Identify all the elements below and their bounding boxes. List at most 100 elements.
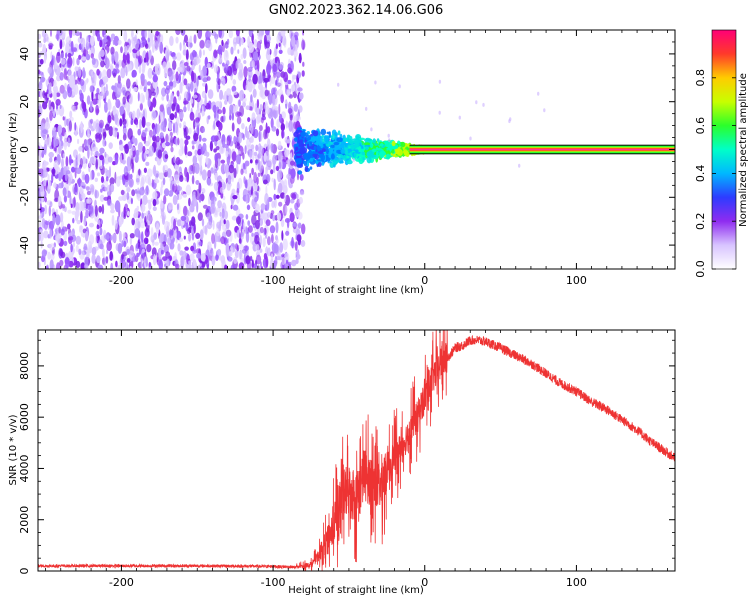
noise-speckle bbox=[288, 94, 294, 99]
noise-speckle bbox=[193, 132, 199, 142]
noise-speckle bbox=[202, 49, 205, 56]
snr-x-ticks: -200 -100 0 100 bbox=[45, 330, 668, 589]
noise-speckle bbox=[56, 51, 61, 57]
noise-speckle bbox=[39, 184, 44, 192]
noise-speckle bbox=[188, 127, 192, 135]
noise-speckle bbox=[136, 178, 140, 183]
noise-speckle bbox=[219, 186, 225, 194]
transition-mark bbox=[298, 129, 302, 133]
noise-speckle bbox=[182, 205, 188, 217]
noise-speckle bbox=[161, 95, 165, 101]
noise-speckle bbox=[76, 68, 79, 78]
noise-speckle bbox=[84, 139, 90, 151]
noise-speckle bbox=[134, 189, 138, 194]
noise-speckle bbox=[231, 112, 234, 121]
noise-speckle bbox=[155, 135, 160, 143]
transition-mark bbox=[361, 151, 366, 156]
noise-speckle bbox=[204, 94, 207, 106]
snr-series-group bbox=[38, 330, 675, 571]
noise-speckle bbox=[141, 212, 144, 220]
noise-speckle bbox=[58, 226, 61, 234]
noise-speckle bbox=[277, 151, 283, 162]
noise-speckle bbox=[79, 157, 83, 168]
transition-mark bbox=[402, 149, 408, 155]
noise-speckle bbox=[115, 63, 119, 70]
noise-speckle bbox=[72, 241, 75, 248]
noise-speckle bbox=[261, 30, 265, 36]
noise-speckle bbox=[114, 154, 119, 165]
noise-speckle bbox=[166, 93, 169, 102]
noise-speckle bbox=[73, 149, 78, 159]
noise-speckle bbox=[198, 195, 202, 203]
noise-speckle bbox=[195, 180, 200, 185]
noise-speckle bbox=[278, 161, 282, 169]
transition-mark bbox=[317, 162, 322, 167]
noise-speckle bbox=[114, 171, 117, 184]
noise-speckle bbox=[257, 172, 261, 177]
noise-speckle bbox=[259, 103, 263, 112]
noise-speckle bbox=[67, 137, 71, 148]
y-tick-label: 4000 bbox=[18, 454, 31, 482]
noise-speckle bbox=[182, 121, 187, 129]
noise-speckle bbox=[101, 69, 107, 81]
noise-speckle bbox=[109, 251, 113, 261]
transition-mark bbox=[348, 141, 355, 145]
noise-speckle bbox=[191, 216, 196, 227]
noise-speckle bbox=[218, 54, 223, 63]
noise-speckle bbox=[42, 129, 48, 135]
spectrogram-noise-marks bbox=[38, 30, 306, 269]
noise-speckle bbox=[145, 256, 148, 268]
transition-mark bbox=[328, 147, 334, 153]
noise-speckle bbox=[139, 103, 143, 111]
noise-speckle bbox=[98, 119, 104, 129]
noise-speckle bbox=[178, 237, 184, 242]
noise-speckle bbox=[174, 121, 178, 134]
noise-speckle bbox=[223, 115, 226, 122]
noise-speckle bbox=[143, 79, 148, 91]
noise-speckle bbox=[113, 35, 120, 47]
noise-speckle bbox=[180, 30, 186, 36]
transition-mark bbox=[305, 134, 312, 141]
colorbar-frame bbox=[711, 29, 737, 270]
noise-speckle bbox=[110, 209, 115, 214]
noise-speckle bbox=[193, 259, 197, 268]
noise-speckle bbox=[239, 89, 245, 101]
noise-speckle bbox=[68, 260, 74, 268]
noise-speckle bbox=[39, 221, 42, 229]
noise-speckle bbox=[129, 233, 135, 239]
noise-speckle bbox=[80, 181, 86, 187]
noise-speckle bbox=[111, 85, 115, 91]
noise-speckle bbox=[162, 164, 169, 173]
noise-speckle bbox=[179, 111, 184, 119]
noise-speckle bbox=[65, 52, 68, 59]
noise-speckle bbox=[133, 38, 140, 50]
noise-speckle bbox=[49, 156, 53, 163]
noise-speckle bbox=[127, 63, 132, 72]
transition-mark bbox=[353, 152, 357, 158]
noise-speckle bbox=[46, 137, 52, 148]
noise-speckle bbox=[48, 45, 53, 50]
noise-speckle bbox=[138, 247, 142, 255]
noise-speckle bbox=[115, 260, 118, 268]
noise-speckle bbox=[226, 88, 232, 96]
noise-speckle bbox=[83, 264, 89, 269]
noise-speckle bbox=[160, 249, 164, 255]
noise-speckle bbox=[179, 175, 184, 182]
noise-speckle bbox=[158, 235, 162, 244]
noise-speckle bbox=[44, 196, 47, 203]
noise-speckle bbox=[184, 144, 188, 156]
noise-speckle bbox=[166, 106, 172, 116]
noise-speckle bbox=[134, 228, 141, 238]
noise-speckle bbox=[77, 66, 82, 79]
noise-speckle bbox=[387, 133, 390, 138]
noise-speckle bbox=[245, 194, 249, 204]
noise-speckle bbox=[287, 79, 292, 85]
noise-speckle bbox=[233, 37, 237, 43]
noise-speckle bbox=[62, 187, 67, 197]
y-tick-label: 0 bbox=[18, 568, 31, 575]
noise-speckle bbox=[270, 117, 274, 129]
noise-speckle bbox=[219, 211, 222, 217]
noise-speckle bbox=[225, 242, 230, 253]
noise-speckle bbox=[205, 156, 209, 165]
noise-speckle bbox=[135, 58, 139, 70]
